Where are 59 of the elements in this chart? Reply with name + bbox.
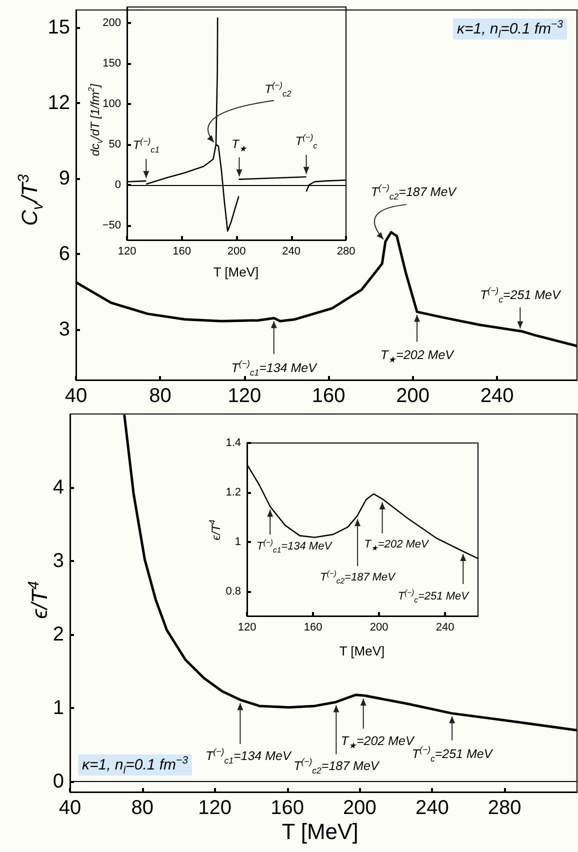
y-tick-label: 12 — [48, 92, 70, 114]
annotation: T$_{★}$=202 MeV — [364, 538, 428, 554]
y-tick-label: 1.4 — [226, 437, 241, 449]
y-tick-label: 0 — [52, 770, 64, 793]
y-tick-label: 50 — [108, 138, 121, 151]
x-tick-label: 40 — [58, 797, 82, 819]
y-tick-label: 6 — [58, 243, 70, 266]
annotation: T$^{(−)}$$_{c1}$=134 MeV — [206, 746, 291, 766]
y-tick-label: −50 — [102, 219, 121, 232]
annotation: T$^{(−)}$$_{c2}$=187 MeV — [370, 182, 456, 201]
y-tick-label: 1 — [52, 697, 64, 720]
y-tick-label: 3 — [58, 318, 70, 341]
y-tick-label: 3 — [52, 550, 64, 572]
x-tick-label: 120 — [238, 622, 256, 634]
annotation: T$^{(−)}$$_{c1}$=134 MeV — [231, 358, 316, 378]
x-tick-label: 160 — [270, 797, 304, 819]
annotation: T$_{★}$=202 MeV — [380, 348, 454, 364]
annotation: T$^{(−)}$$_{c}$=251 MeV — [412, 744, 492, 764]
x-tick-label: 200 — [396, 385, 430, 407]
annotation: T$^{(−)}$$_{c}$=251 MeV — [398, 588, 468, 605]
annotation: κ=1, n$_{l}$=0.1 fm$^{−3}$ — [78, 754, 192, 776]
annotation: T$^{(−)}$$_{c2}$=187 MeV — [294, 756, 379, 776]
x-tick-label: 40 — [64, 385, 88, 407]
x-tick-label: 80 — [131, 797, 154, 819]
x-axis-title: T [MeV] — [282, 819, 358, 844]
y-tick-label: 100 — [102, 98, 121, 110]
annotation: T$^{(−)}$$_{c2}$=187 MeV — [320, 568, 396, 586]
annotation: T$_{★}$ — [232, 137, 247, 154]
x-tick-label: 120 — [118, 246, 136, 258]
y-tick-label: 2 — [52, 624, 64, 646]
y-tick-label: 0.8 — [226, 585, 241, 598]
y-tick-label: 15 — [48, 16, 70, 39]
x-tick-label: 120 — [198, 797, 232, 819]
annotation: κ=1, n$_{l}$=0.1 fm$^{−3}$ — [452, 18, 568, 40]
x-tick-label: 280 — [488, 797, 522, 819]
y-tick-label: 0 — [114, 178, 121, 191]
x-axis-title: T [MeV] — [213, 264, 259, 280]
x-tick-label: 160 — [172, 246, 191, 258]
annotation: T$_{★}$=202 MeV — [340, 733, 414, 750]
annotation: T$^{(−)}$$_{c}$=251 MeV — [480, 286, 560, 305]
y-tick-label: 1.2 — [226, 486, 241, 498]
y-tick-label: 150 — [102, 58, 121, 70]
x-tick-label: 80 — [149, 385, 172, 407]
x-tick-label: 160 — [312, 385, 346, 407]
x-tick-label: 120 — [228, 385, 262, 407]
x-tick-label: 200 — [370, 622, 388, 634]
x-tick-label: 240 — [436, 622, 454, 634]
y-tick-label: 200 — [102, 17, 121, 30]
x-tick-label: 240 — [415, 797, 449, 819]
x-tick-label: 200 — [343, 797, 376, 819]
x-tick-label: 240 — [282, 246, 300, 258]
y-tick-label: 4 — [52, 476, 64, 499]
x-tick-label: 280 — [336, 246, 356, 258]
x-tick-label: 240 — [480, 385, 514, 407]
x-axis-title: T [MeV] — [339, 644, 385, 658]
y-tick-label: 9 — [58, 168, 70, 190]
x-tick-label: 160 — [304, 622, 322, 634]
y-tick-label: 1 — [234, 536, 241, 548]
annotation: T$^{(−)}$$_{c1}$=134 MeV — [256, 538, 332, 554]
